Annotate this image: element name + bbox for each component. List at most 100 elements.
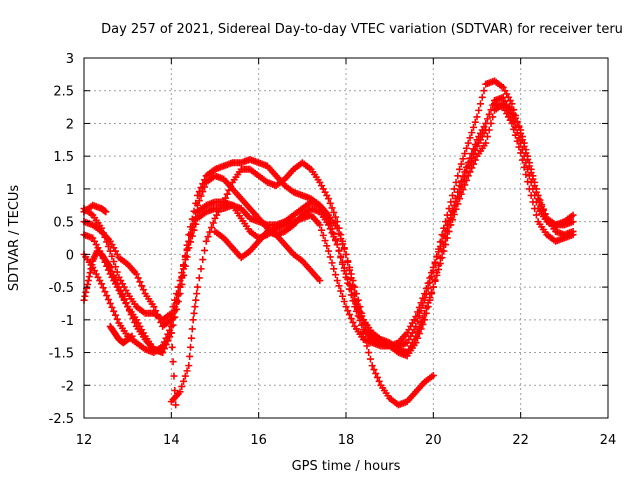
data-point xyxy=(525,185,533,193)
y-axis-label: SDTVAR / TECUs xyxy=(7,185,22,292)
data-point xyxy=(461,150,469,158)
data-point xyxy=(359,329,367,337)
data-point xyxy=(332,237,340,245)
data-point xyxy=(447,198,455,206)
x-tick-label: 12 xyxy=(76,433,93,448)
data-point xyxy=(464,139,472,147)
data-point xyxy=(461,168,469,176)
data-point xyxy=(508,100,516,108)
y-tick-label: 2.5 xyxy=(53,85,74,100)
data-point xyxy=(333,241,341,249)
data-point xyxy=(342,303,350,311)
data-point xyxy=(164,337,172,345)
data-point xyxy=(422,309,430,317)
y-tick-label: 3 xyxy=(66,52,74,67)
data-point xyxy=(113,315,121,323)
data-point xyxy=(204,233,212,241)
data-point xyxy=(419,320,427,328)
data-point xyxy=(326,199,334,207)
data-point xyxy=(340,244,348,252)
data-point xyxy=(172,401,180,409)
data-point xyxy=(342,250,350,258)
data-point xyxy=(517,149,525,157)
data-point xyxy=(429,283,437,291)
data-point xyxy=(471,140,479,148)
data-point xyxy=(193,290,201,298)
data-point xyxy=(330,208,338,216)
data-point xyxy=(153,311,161,319)
data-point xyxy=(319,231,327,239)
data-point xyxy=(88,261,96,269)
data-point xyxy=(124,303,132,311)
data-point xyxy=(349,282,357,290)
data-point xyxy=(459,172,467,180)
data-point xyxy=(449,208,457,216)
y-tick-label: -1 xyxy=(61,314,74,329)
data-point xyxy=(192,296,200,304)
data-point xyxy=(442,218,450,226)
data-point xyxy=(499,93,507,101)
data-point xyxy=(125,307,133,315)
data-point xyxy=(463,144,471,152)
data-point xyxy=(345,285,353,293)
data-point xyxy=(443,227,451,235)
data-point xyxy=(513,137,521,145)
data-point xyxy=(457,160,465,168)
series-track-9 xyxy=(80,201,110,216)
data-point xyxy=(482,119,490,127)
data-point xyxy=(415,312,423,320)
data-point xyxy=(113,279,121,287)
data-point xyxy=(344,307,352,315)
data-point xyxy=(225,186,233,194)
data-point xyxy=(366,355,374,363)
data-point xyxy=(180,265,188,273)
data-point xyxy=(414,317,422,325)
data-point xyxy=(170,372,178,380)
data-point xyxy=(108,303,116,311)
data-point xyxy=(452,178,460,186)
data-point xyxy=(361,320,369,328)
data-point xyxy=(470,123,478,131)
data-point xyxy=(187,230,195,238)
y-tick-label: -1.5 xyxy=(49,347,74,362)
data-point xyxy=(167,329,175,337)
data-point xyxy=(176,388,184,396)
data-point xyxy=(181,256,189,264)
data-point xyxy=(325,195,333,203)
data-point xyxy=(354,305,362,313)
data-point xyxy=(414,334,422,342)
data-point xyxy=(132,270,140,278)
data-point xyxy=(180,377,188,385)
data-point xyxy=(373,373,381,381)
data-point xyxy=(325,221,333,229)
data-point xyxy=(435,261,443,269)
data-point xyxy=(325,247,333,255)
data-point xyxy=(335,224,343,232)
y-tick-label: 2 xyxy=(66,117,74,132)
data-point xyxy=(87,265,95,273)
series-track-10 xyxy=(490,100,577,245)
data-point xyxy=(454,200,462,208)
data-point xyxy=(525,172,533,180)
data-point xyxy=(468,129,476,137)
data-point xyxy=(102,208,110,216)
x-tick-label: 22 xyxy=(512,433,529,448)
data-point xyxy=(110,271,118,279)
data-point xyxy=(522,171,530,179)
data-point xyxy=(450,201,458,209)
data-point xyxy=(185,362,193,370)
data-point xyxy=(531,205,539,213)
data-point xyxy=(424,303,432,311)
data-point xyxy=(187,343,195,351)
data-point xyxy=(511,112,519,120)
data-point xyxy=(173,299,181,307)
data-point xyxy=(476,100,484,108)
data-point xyxy=(197,192,205,200)
data-point xyxy=(138,282,146,290)
data-point xyxy=(127,311,135,319)
data-point xyxy=(160,345,168,353)
data-point xyxy=(106,299,114,307)
data-point xyxy=(529,198,537,206)
data-point xyxy=(483,115,491,123)
